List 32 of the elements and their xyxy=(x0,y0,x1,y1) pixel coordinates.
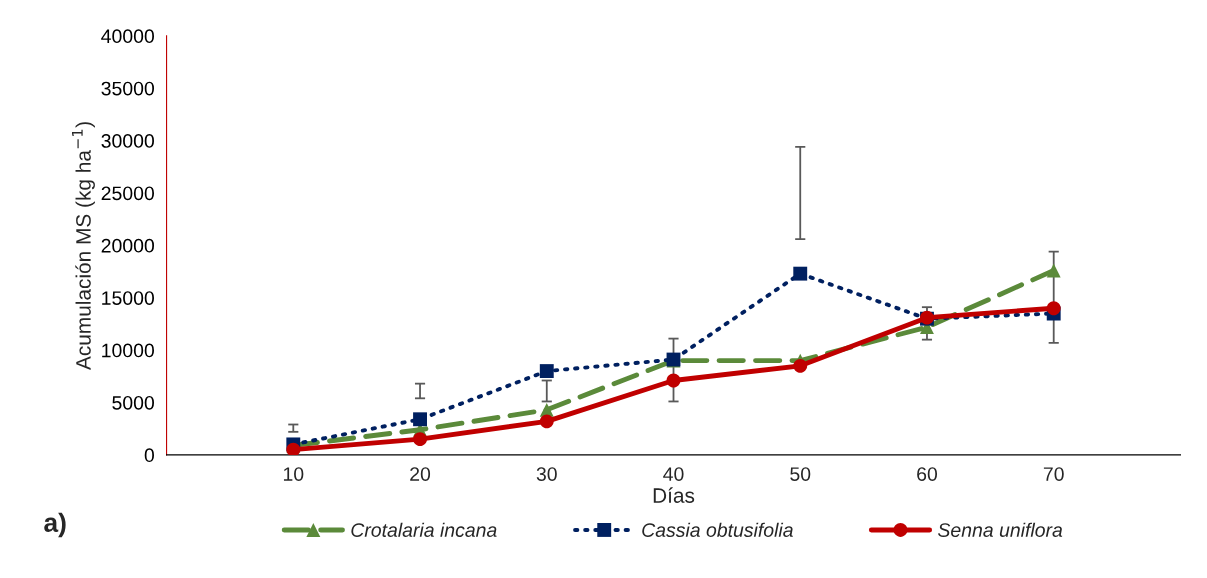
x-tick-label: 60 xyxy=(917,467,938,481)
text: a) xyxy=(44,512,66,538)
y-tick-label: 30000 xyxy=(101,134,155,148)
legend-label: Crotalaria incana xyxy=(351,522,497,537)
x-tick-label: 30 xyxy=(536,467,557,481)
x-axis-title: Días xyxy=(653,487,695,503)
point xyxy=(1046,263,1061,278)
y-tick-label: 15000 xyxy=(102,291,155,305)
point xyxy=(793,266,808,281)
point xyxy=(793,358,808,373)
point xyxy=(539,414,554,429)
point xyxy=(1046,301,1061,316)
x-tick-label: 50 xyxy=(790,467,811,481)
x-tick-label: 40 xyxy=(663,467,684,481)
y-tick-label: 20000 xyxy=(101,238,155,253)
point xyxy=(413,412,427,427)
x-tick-label: 10 xyxy=(283,467,304,481)
point xyxy=(539,364,554,379)
y-axis-title: Acumulación MS (kg ha$^{−1}$) xyxy=(72,122,95,371)
x-tick-label: 20 xyxy=(410,467,431,481)
y-tick-label: 40000 xyxy=(101,29,155,44)
legend-label: Senna uniflora xyxy=(937,522,1063,537)
x-tick-label: 70 xyxy=(1043,467,1064,481)
y-tick-label: 35000 xyxy=(101,81,155,96)
y-tick-label: 25000 xyxy=(101,186,155,201)
point xyxy=(286,442,301,455)
y-tick-label: 5000 xyxy=(112,395,154,410)
y-tick-label: 10000 xyxy=(102,343,155,358)
point xyxy=(413,432,427,447)
point xyxy=(666,373,681,388)
legend-label: Cassia obtusifolia xyxy=(642,522,793,537)
y-tick-label: 0 xyxy=(144,448,154,463)
